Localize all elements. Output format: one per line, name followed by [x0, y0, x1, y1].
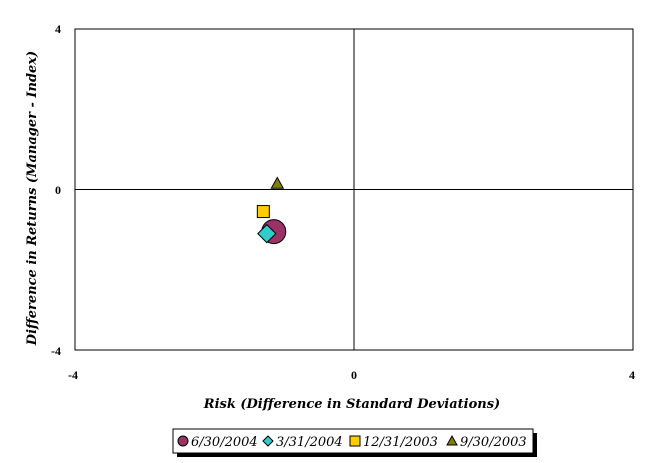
legend-marker-triangle: [446, 434, 458, 446]
y-tick-top: 4: [55, 22, 61, 36]
legend-marker-circle: [177, 435, 189, 447]
legend: 6/30/2004 3/31/2004 12/31/2003 9/30/2003: [172, 428, 537, 457]
x-axis-title: Risk (Difference in Standard Deviations): [203, 397, 500, 412]
data-point-triangle: [270, 176, 285, 189]
data-point-diamond: [257, 223, 277, 244]
legend-marker-square: [349, 435, 361, 447]
y-axis-title: Difference in Returns (Manager - Index): [25, 51, 40, 346]
y-tick-middle: 0: [55, 183, 61, 197]
data-point-square: [256, 205, 270, 219]
legend-marker-diamond: [262, 435, 274, 447]
x-tick-left: -4: [68, 368, 78, 382]
y-tick-bottom: -4: [51, 344, 61, 358]
legend-label: 12/31/2003: [363, 435, 438, 450]
legend-label: 9/30/2003: [460, 435, 527, 450]
data-points: [256, 176, 287, 245]
legend-label: 6/30/2004: [191, 435, 258, 450]
x-tick-middle: 0: [351, 368, 357, 382]
legend-label: 3/31/2004: [276, 435, 343, 450]
x-tick-right: 4: [629, 368, 635, 382]
